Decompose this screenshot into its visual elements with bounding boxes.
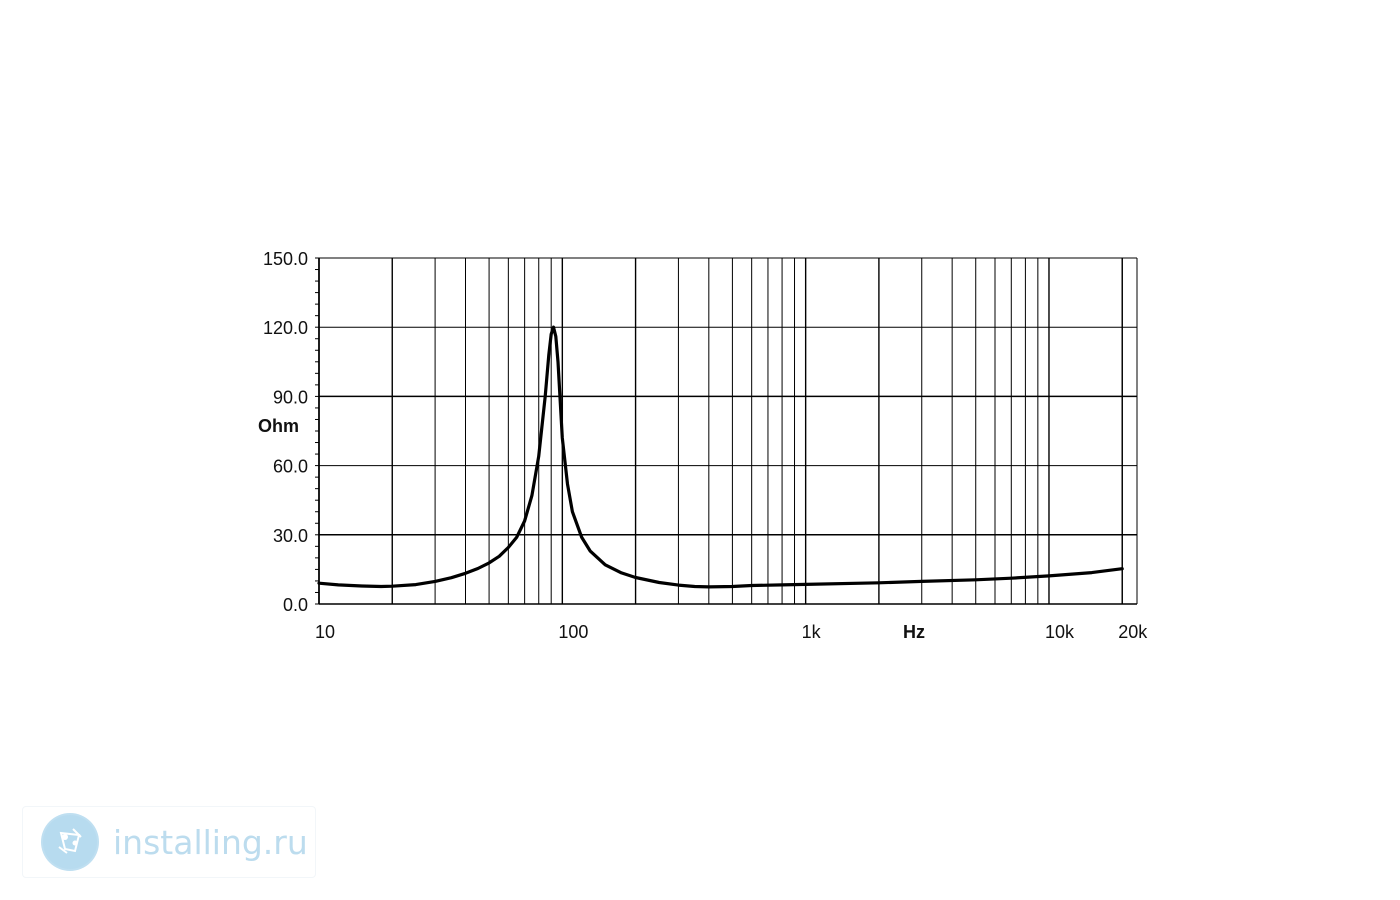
series-layer (317, 325, 1124, 589)
watermark-text: installing.ru (113, 822, 308, 862)
y-axis-label: Ohm (258, 416, 299, 436)
axes-layer (318, 257, 1138, 605)
logo-icon (41, 813, 99, 871)
y-tick-label: 60.0 (273, 457, 308, 477)
x-tick-label: 20k (1118, 622, 1148, 642)
x-tick-label: 10 (315, 622, 335, 642)
impedance-curve (317, 325, 1124, 589)
y-tick-label: 120.0 (263, 318, 308, 338)
labels-layer: 0.0 30.0 60.0 90.0 120.0 150.0 10 100 1k 10k 20k (263, 249, 1148, 642)
x-tick-label: 10k (1045, 622, 1075, 642)
x-tick-label: 100 (558, 622, 588, 642)
x-axis-label: Hz (903, 622, 925, 642)
x-tick-label: 1k (802, 622, 822, 642)
y-tick-label: 90.0 (273, 387, 308, 407)
grid-layer (318, 257, 1137, 605)
y-tick-label: 0.0 (283, 595, 308, 615)
y-tick-label: 30.0 (273, 526, 308, 546)
site-watermark: installing.ru (22, 806, 316, 878)
y-tick-label: 150.0 (263, 249, 308, 269)
